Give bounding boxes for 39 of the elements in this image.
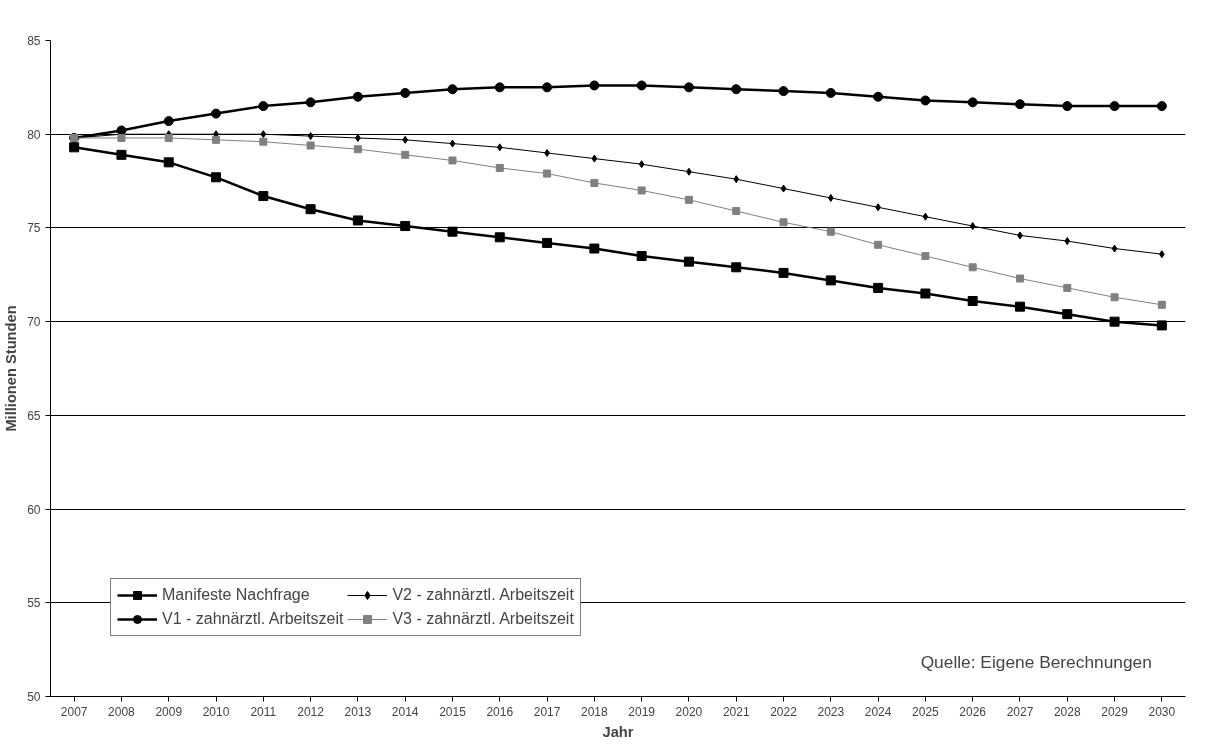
x-tick-label: 2025 xyxy=(912,704,940,719)
y-tick-label: 55 xyxy=(27,596,41,611)
y-tick-label: 80 xyxy=(27,127,41,142)
x-tick-label: 2019 xyxy=(628,704,656,719)
x-tick-label: 2022 xyxy=(770,704,798,719)
x-tick-label: 2013 xyxy=(344,704,372,719)
y-tick-label: 85 xyxy=(27,34,41,48)
y-tick-label: 75 xyxy=(27,221,41,236)
x-tick-label: 2010 xyxy=(202,704,230,719)
x-tick-label: 2028 xyxy=(1053,704,1081,719)
x-tick-label: 2018 xyxy=(581,704,609,719)
x-tick-label: 2024 xyxy=(864,704,892,719)
x-tick-label: 2029 xyxy=(1101,704,1129,719)
x-tick-label: 2012 xyxy=(297,704,325,719)
legend-label: Manifeste Nachfrage xyxy=(162,586,310,604)
x-tick-label: 2016 xyxy=(486,704,514,719)
x-tick-label: 2015 xyxy=(439,704,467,719)
annotation: Quelle: Eigene Berechnungen xyxy=(920,651,1152,672)
x-tick-label: 2009 xyxy=(155,704,183,719)
legend-label: V3 - zahnärztl. Arbeitszeit xyxy=(392,610,574,628)
x-tick-label: 2023 xyxy=(817,704,845,719)
y-tick-label: 60 xyxy=(27,502,41,517)
x-tick-label: 2014 xyxy=(391,704,419,719)
x-axis-title: Jahr xyxy=(602,723,634,740)
y-tick-label: 50 xyxy=(27,690,41,704)
x-tick-label: 2030 xyxy=(1148,704,1176,719)
x-tick-label: 2020 xyxy=(675,704,703,719)
x-tick-label: 2011 xyxy=(250,704,277,719)
legend-label: V2 - zahnärztl. Arbeitszeit xyxy=(392,586,574,604)
x-tick-label: 2026 xyxy=(959,704,987,719)
x-tick-label: 2021 xyxy=(722,704,750,719)
legend-label: V1 - zahnärztl. Arbeitszeit xyxy=(162,610,344,628)
x-tick-label: 2027 xyxy=(1006,704,1034,719)
y-tick-label: 65 xyxy=(27,408,41,423)
x-tick-label: 2017 xyxy=(533,704,561,719)
x-tick-label: 2008 xyxy=(108,704,136,719)
x-tick-label: 2007 xyxy=(60,704,88,719)
y-tick-label: 70 xyxy=(27,315,41,330)
y-axis-title: Millionen Stunden xyxy=(3,305,20,432)
